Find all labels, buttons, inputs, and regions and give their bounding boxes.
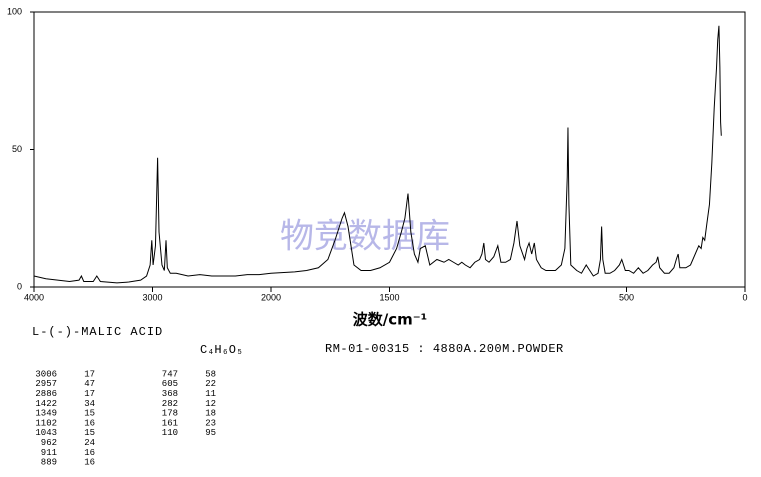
peak-wavenumber: 1102 xyxy=(35,418,57,428)
peak-wavenumber: 3006 xyxy=(35,369,57,379)
watermark: 物竞数据库 xyxy=(280,217,450,257)
peak-wavenumber: 161 xyxy=(162,418,178,428)
peak-wavenumber: 605 xyxy=(162,379,178,389)
x-tick-label: 3000 xyxy=(142,292,162,302)
peak-intensity: 47 xyxy=(84,379,95,389)
peak-intensity: 22 xyxy=(205,379,216,389)
peak-wavenumber: 2957 xyxy=(35,379,57,389)
peak-wavenumber: 911 xyxy=(41,448,57,458)
peak-intensity: 16 xyxy=(84,418,95,428)
peak-intensity: 17 xyxy=(84,369,95,379)
compound-name: L-(-)-MALIC ACID xyxy=(32,325,163,339)
peak-intensity: 17 xyxy=(84,389,95,399)
peak-wavenumber: 962 xyxy=(41,438,57,448)
peak-intensity: 15 xyxy=(84,409,95,419)
x-tick-label: 500 xyxy=(619,292,634,302)
peak-intensity: 58 xyxy=(205,369,216,379)
peak-intensity: 18 xyxy=(205,409,216,419)
peak-wavenumber: 747 xyxy=(162,369,178,379)
peak-intensity: 12 xyxy=(205,399,216,409)
peak-intensity: 16 xyxy=(84,448,95,458)
peak-wavenumber: 1043 xyxy=(35,428,57,438)
y-tick-label: 0 xyxy=(17,281,22,291)
peak-intensity: 23 xyxy=(205,418,216,428)
peak-intensity: 24 xyxy=(84,438,95,448)
peak-intensity: 16 xyxy=(84,458,95,468)
peak-wavenumber: 2886 xyxy=(35,389,57,399)
peak-intensity: 11 xyxy=(205,389,216,399)
peak-wavenumber: 110 xyxy=(162,428,178,438)
x-tick-label: 4000 xyxy=(24,292,44,302)
peak-wavenumber: 1422 xyxy=(35,399,57,409)
x-tick-label: 0 xyxy=(742,292,747,302)
spectrum-line xyxy=(33,25,722,284)
peak-intensity: 15 xyxy=(84,428,95,438)
peak-intensity: 34 xyxy=(84,399,95,409)
x-tick-label: 1500 xyxy=(379,292,399,302)
x-tick-label: 2000 xyxy=(261,292,281,302)
peak-wavenumber: 889 xyxy=(41,458,57,468)
reference: RM-01-00315 : 4880A.200M.POWDER xyxy=(325,342,564,356)
peak-wavenumber: 1349 xyxy=(35,409,57,419)
peak-intensity: 95 xyxy=(205,428,216,438)
peak-wavenumber: 368 xyxy=(162,389,178,399)
peak-wavenumber: 282 xyxy=(162,399,178,409)
x-axis-label: 波数/cm⁻¹ xyxy=(353,311,428,329)
y-tick-label: 50 xyxy=(12,144,22,154)
y-tick-label: 100 xyxy=(7,6,22,16)
peak-wavenumber: 178 xyxy=(162,409,178,419)
formula: C₄H₆O₅ xyxy=(200,343,243,357)
